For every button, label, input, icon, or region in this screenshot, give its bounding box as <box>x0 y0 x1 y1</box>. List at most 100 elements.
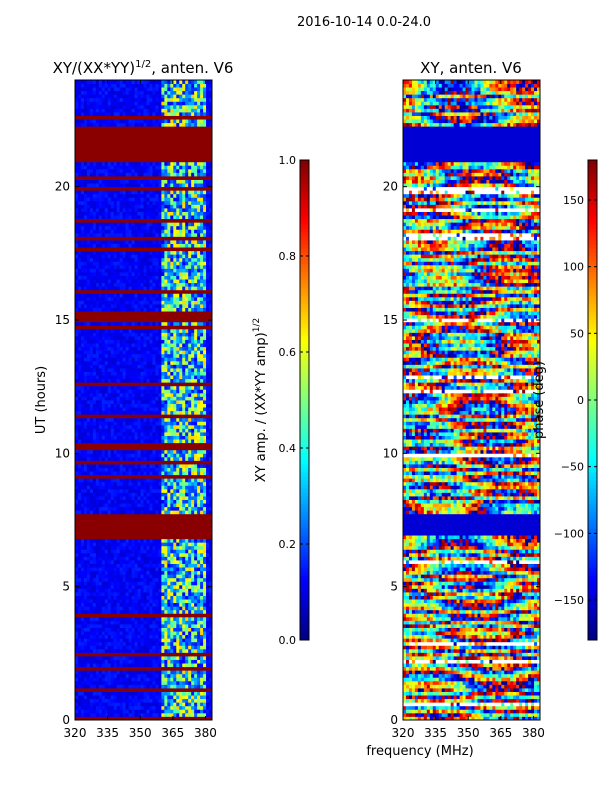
amp-heatmap-cell <box>116 503 121 508</box>
amp-heatmap-cell <box>158 702 162 707</box>
amp-heatmap-cell <box>95 371 100 376</box>
amp-heatmap-cell <box>170 698 174 703</box>
amp-heatmap-cell <box>92 464 97 468</box>
amp-heatmap-cell <box>146 620 150 625</box>
amp-heatmap-cell <box>122 659 127 664</box>
amp-heatmap-cell <box>200 634 204 639</box>
amp-heatmap-cell <box>92 492 97 497</box>
amp-heatmap-cell <box>119 627 124 632</box>
amp-heatmap-cell <box>122 620 127 625</box>
amp-heatmap-cell <box>173 620 177 625</box>
amp-heatmap-cell <box>95 432 100 436</box>
amp-heatmap-cell <box>89 606 94 611</box>
amp-heatmap-cell <box>128 542 132 547</box>
amp-heatmap-cell <box>182 691 186 696</box>
amp-heatmap-cell <box>203 410 207 415</box>
amp-heatmap-cell <box>182 645 186 650</box>
amp-heatmap-cell <box>101 613 106 618</box>
amp-heatmap-cell <box>182 712 186 717</box>
amp-heatmap-cell <box>206 464 210 468</box>
amp-heatmap-cell <box>83 357 88 362</box>
amp-heatmap-cell <box>203 716 207 721</box>
amp-heatmap-cell <box>170 581 174 586</box>
amp-heatmap-cell <box>176 542 180 547</box>
amp-heatmap-cell <box>197 339 201 344</box>
amp-heatmap-cell <box>173 368 177 372</box>
amp-heatmap-cell <box>113 581 118 586</box>
amp-heatmap-cell <box>191 435 195 440</box>
amp-heatmap-cell <box>131 552 135 557</box>
amp-heatmap-cell <box>164 659 168 664</box>
amp-heatmap-cell <box>119 428 124 433</box>
amp-heatmap-cell <box>119 421 124 426</box>
amp-heatmap-cell <box>209 595 213 600</box>
amp-heatmap-cell <box>158 677 162 682</box>
amp-heatmap-cell <box>131 520 135 525</box>
amp-heatmap-cell <box>104 620 109 625</box>
amp-heatmap-cell <box>185 663 189 668</box>
amp-heatmap-cell <box>140 577 144 582</box>
amp-heatmap-cell <box>83 670 88 675</box>
amp-heatmap-cell <box>125 634 130 639</box>
amp-heatmap-cell <box>131 371 135 376</box>
amp-heatmap-cell <box>77 609 82 614</box>
amp-heatmap-cell <box>83 631 88 636</box>
amp-heatmap-cell <box>80 510 85 515</box>
amp-heatmap-cell <box>194 641 198 646</box>
amp-heatmap-cell <box>80 545 85 550</box>
amp-heatmap-cell <box>197 538 201 543</box>
amp-heatmap-cell <box>209 485 213 490</box>
amp-heatmap-cell <box>98 556 103 561</box>
amp-heatmap-cell <box>170 648 174 653</box>
amp-heatmap-cell <box>209 385 213 390</box>
amp-heatmap-cell <box>143 336 147 340</box>
amp-heatmap-cell <box>137 446 141 451</box>
amp-heatmap-cell <box>161 339 165 344</box>
amp-heatmap-cell <box>188 513 192 518</box>
amp-heatmap-cell <box>77 673 82 678</box>
amp-heatmap-cell <box>170 460 174 465</box>
amp-heatmap-cell <box>155 506 159 511</box>
amp-heatmap-cell <box>164 442 168 447</box>
amp-heatmap-cell <box>176 421 180 426</box>
amp-heatmap-cell <box>140 645 144 650</box>
amp-heatmap-cell <box>137 506 141 511</box>
amp-heatmap-cell <box>209 368 213 372</box>
amp-heatmap-cell <box>134 656 138 660</box>
amp-heatmap-cell <box>98 435 103 440</box>
amp-heatmap-cell <box>98 382 103 387</box>
amp-heatmap-cell <box>167 531 171 536</box>
amp-heatmap-cell <box>155 712 159 717</box>
amp-heatmap-cell <box>140 385 144 390</box>
amp-heatmap-cell <box>158 577 162 582</box>
amp-heatmap-cell <box>98 702 103 707</box>
amp-heatmap-cell <box>113 478 118 483</box>
amp-heatmap-cell <box>128 464 132 468</box>
amp-heatmap-cell <box>146 492 150 497</box>
amp-heatmap-cell <box>137 520 141 525</box>
amp-heatmap-cell <box>143 449 147 454</box>
amp-heatmap-cell <box>167 563 171 568</box>
amp-heatmap-cell <box>125 385 130 390</box>
amp-heatmap-cell <box>191 588 195 593</box>
amp-heatmap-cell <box>98 595 103 600</box>
amp-heatmap-cell <box>98 449 103 454</box>
amp-heatmap-cell <box>86 659 91 664</box>
amp-heatmap-cell <box>140 403 144 408</box>
amp-heatmap-cell <box>101 659 106 664</box>
amp-heatmap-cell <box>161 634 165 639</box>
amp-heatmap-cell <box>146 368 150 372</box>
amp-heatmap-cell <box>92 638 97 643</box>
amp-heatmap-cell <box>92 709 97 714</box>
amp-heatmap-cell <box>161 538 165 543</box>
amp-heatmap-cell <box>173 634 177 639</box>
amp-heatmap-cell <box>125 478 130 483</box>
amp-heatmap-cell <box>101 396 106 401</box>
amp-heatmap-cell <box>83 584 88 589</box>
amp-heatmap-cell <box>203 552 207 557</box>
amp-heatmap-cell <box>143 439 147 444</box>
amp-heatmap-cell <box>80 595 85 600</box>
amp-heatmap-cell <box>125 446 130 451</box>
amp-heatmap-cell <box>149 496 153 500</box>
amp-heatmap-cell <box>80 627 85 632</box>
